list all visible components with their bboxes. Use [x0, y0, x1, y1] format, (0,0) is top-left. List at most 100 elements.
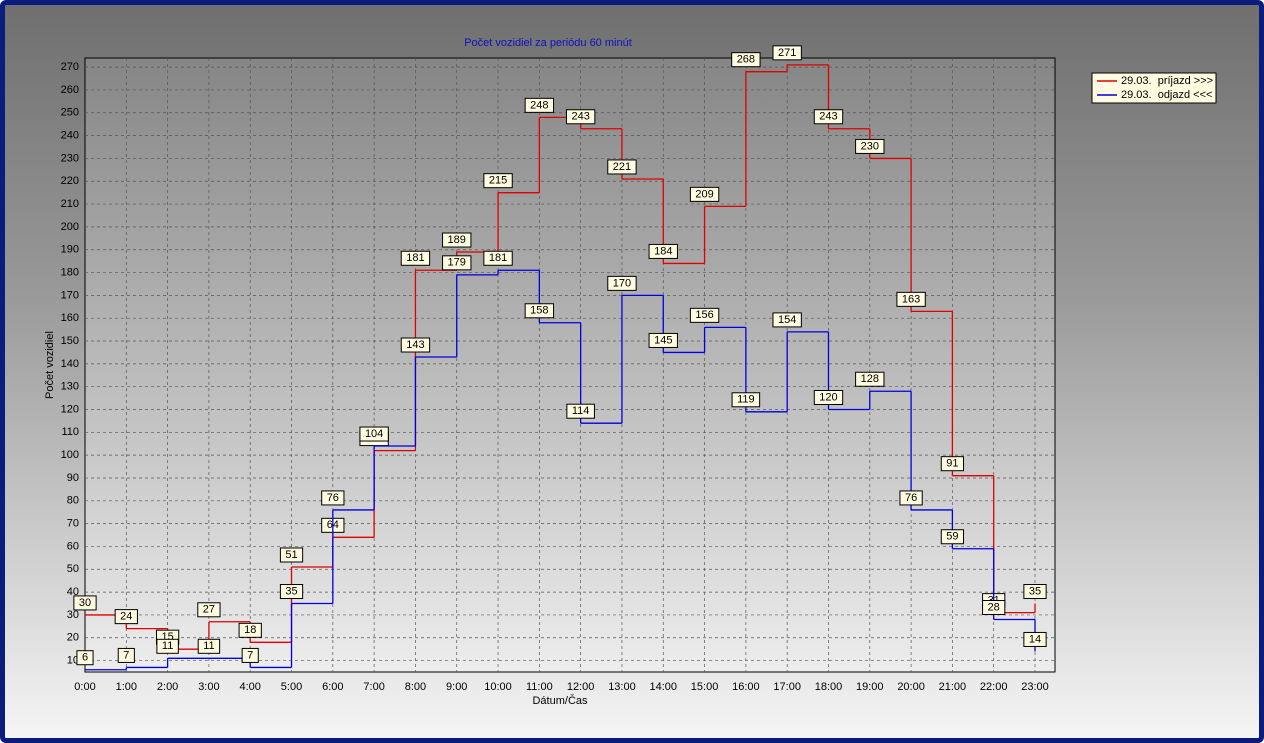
- data-label-box: [731, 52, 761, 68]
- y-tick-label: 170: [61, 289, 79, 301]
- data-label-box: [689, 307, 720, 323]
- y-tick-label: 110: [61, 426, 79, 438]
- y-tick-label: 220: [61, 175, 79, 187]
- data-label: 91: [946, 458, 958, 470]
- plot-area: [84, 57, 1056, 673]
- data-label: 27: [203, 604, 215, 616]
- data-label: 145: [654, 334, 672, 346]
- data-label: 51: [285, 549, 297, 561]
- data-label-box: [279, 547, 304, 563]
- data-label: 170: [613, 277, 631, 289]
- legend-label: 29.03. odjazd <<<: [1121, 89, 1212, 101]
- y-tick-label: 270: [61, 61, 79, 73]
- data-label: 76: [327, 492, 339, 504]
- x-tick-label: 17:00: [773, 681, 801, 693]
- data-label: 119: [737, 394, 755, 406]
- x-tick-label: 0:00: [74, 681, 95, 693]
- x-tick-label: 5:00: [281, 681, 302, 693]
- x-tick-label: 15:00: [691, 681, 719, 693]
- data-label: 154: [778, 314, 796, 326]
- data-label-box: [813, 390, 844, 406]
- data-label: 7: [247, 649, 253, 661]
- data-label-box: [566, 403, 595, 419]
- data-label-box: [648, 332, 678, 348]
- data-label: 189: [448, 234, 466, 246]
- data-label: 184: [654, 245, 672, 257]
- data-label: 209: [695, 188, 713, 200]
- x-tick-label: 21:00: [939, 681, 967, 693]
- x-tick-label: 19:00: [856, 681, 884, 693]
- data-label: 35: [1029, 585, 1041, 597]
- x-tick-label: 10:00: [484, 681, 512, 693]
- data-label-box: [197, 602, 221, 618]
- y-tick-label: 190: [61, 244, 79, 256]
- legend-label: 29.03. príjazd >>>: [1121, 75, 1213, 87]
- data-label: 11: [203, 640, 214, 652]
- x-tick-label: 3:00: [198, 681, 219, 693]
- y-tick-label: 10: [67, 654, 79, 666]
- data-label-box: [442, 232, 472, 248]
- data-label: 271: [778, 47, 796, 59]
- data-label: 30: [79, 597, 91, 609]
- data-label-box: [400, 337, 431, 353]
- data-label: 76: [905, 492, 917, 504]
- y-tick-label: 180: [61, 266, 79, 278]
- data-label: 24: [120, 611, 132, 623]
- data-label: 158: [530, 305, 548, 317]
- y-tick-label: 100: [61, 449, 79, 461]
- data-label-box: [899, 490, 923, 506]
- y-tick-label: 30: [67, 609, 79, 621]
- data-label: 248: [530, 99, 548, 111]
- data-label-box: [238, 622, 262, 638]
- x-tick-label: 11:00: [526, 681, 553, 693]
- x-tick-label: 16:00: [732, 681, 760, 693]
- y-tick-label: 150: [61, 335, 79, 347]
- x-tick-label: 7:00: [363, 681, 384, 693]
- data-label-box: [524, 303, 555, 319]
- data-label-box: [73, 595, 97, 611]
- y-tick-label: 160: [61, 312, 79, 324]
- x-tick-label: 2:00: [157, 681, 178, 693]
- data-label-box: [855, 371, 885, 387]
- data-label: 7: [123, 649, 129, 661]
- data-label-box: [400, 250, 431, 266]
- data-label-box: [442, 255, 472, 271]
- data-label: 221: [613, 161, 631, 173]
- y-tick-label: 80: [67, 495, 79, 507]
- y-tick-label: 90: [67, 472, 79, 484]
- data-label-box: [940, 456, 965, 472]
- data-label: 156: [695, 309, 713, 321]
- chart-title: Počet vozidiel za periódu 60 minút: [464, 37, 632, 49]
- data-label-box: [279, 584, 304, 600]
- data-label: 181: [489, 252, 507, 264]
- data-label-box: [607, 159, 637, 175]
- x-tick-label: 4:00: [240, 681, 261, 693]
- data-label-box: [772, 312, 802, 328]
- data-label: 14: [1029, 633, 1041, 645]
- y-tick-label: 120: [61, 403, 79, 415]
- data-label-box: [1023, 584, 1047, 600]
- y-tick-label: 260: [61, 84, 79, 96]
- data-label: 243: [819, 111, 837, 123]
- data-label-box: [321, 490, 345, 506]
- data-label: 6: [82, 652, 88, 664]
- y-axis-label: Počet vozidiel: [44, 331, 56, 399]
- x-tick-label: 22:00: [980, 681, 1008, 693]
- data-label: 18: [244, 624, 256, 636]
- data-label: 181: [406, 252, 424, 264]
- x-tick-label: 20:00: [897, 681, 925, 693]
- data-label-box: [241, 647, 259, 663]
- y-tick-label: 210: [61, 198, 79, 210]
- data-label: 128: [861, 373, 879, 385]
- data-label: 35: [285, 585, 297, 597]
- y-tick-label: 130: [61, 381, 79, 393]
- data-label-box: [117, 647, 135, 663]
- data-label: 28: [988, 601, 1000, 613]
- data-label-box: [1023, 631, 1047, 647]
- x-tick-label: 1:00: [116, 681, 137, 693]
- y-tick-label: 40: [67, 586, 79, 598]
- data-label-box: [607, 275, 637, 291]
- y-tick-label: 230: [61, 152, 79, 164]
- y-tick-label: 140: [61, 358, 79, 370]
